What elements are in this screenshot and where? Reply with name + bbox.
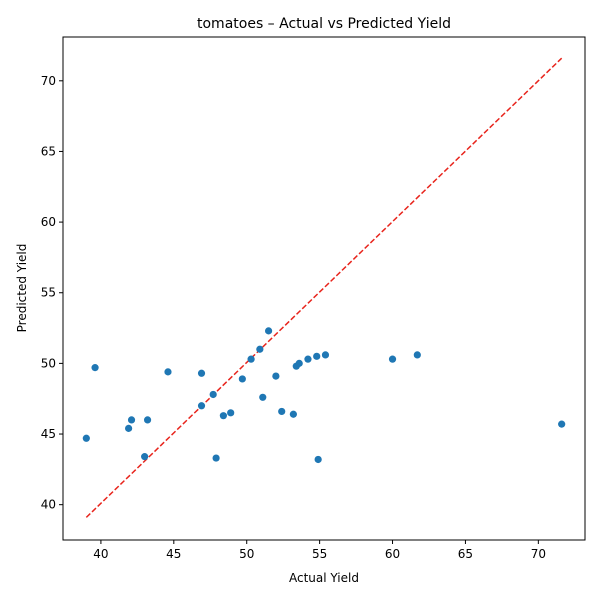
data-point bbox=[164, 368, 172, 376]
plot-area-frame bbox=[62, 36, 586, 541]
y-tick-label: 55 bbox=[41, 286, 56, 300]
data-point bbox=[227, 409, 235, 417]
y-tick-label: 40 bbox=[41, 498, 56, 512]
data-point bbox=[314, 455, 322, 464]
y-tick-label: 50 bbox=[41, 356, 56, 370]
y-axis-ticks: 40 45 50 55 60 65 70 bbox=[41, 74, 63, 512]
x-tick-label: 65 bbox=[458, 547, 473, 561]
data-point bbox=[197, 402, 206, 410]
data-point bbox=[259, 393, 267, 401]
x-tick-label: 60 bbox=[385, 547, 400, 561]
data-point bbox=[141, 453, 149, 461]
data-point bbox=[212, 454, 220, 462]
y-axis-title: Predicted Yield bbox=[15, 244, 29, 333]
data-point bbox=[247, 355, 255, 363]
data-point bbox=[413, 351, 421, 359]
data-point bbox=[388, 355, 397, 363]
x-axis-ticks: 40 45 50 55 60 65 70 bbox=[93, 540, 546, 561]
x-tick-label: 50 bbox=[239, 547, 254, 561]
x-tick-label: 70 bbox=[531, 547, 546, 561]
data-point bbox=[313, 352, 321, 360]
data-point bbox=[321, 351, 330, 359]
data-point bbox=[558, 420, 566, 428]
x-tick-label: 45 bbox=[166, 547, 181, 561]
y-tick-label: 60 bbox=[41, 215, 56, 229]
data-point bbox=[295, 359, 303, 367]
x-axis-title: Actual Yield bbox=[289, 571, 359, 585]
data-point bbox=[289, 410, 297, 418]
data-points-layer bbox=[82, 327, 566, 464]
data-point bbox=[238, 375, 246, 383]
data-point bbox=[127, 416, 136, 424]
y-tick-label: 70 bbox=[41, 74, 56, 88]
data-point bbox=[264, 327, 273, 335]
data-point bbox=[219, 412, 227, 420]
data-point bbox=[125, 424, 133, 432]
data-point bbox=[272, 372, 280, 380]
data-point bbox=[197, 369, 206, 377]
x-tick-label: 55 bbox=[312, 547, 327, 561]
data-point bbox=[91, 364, 99, 372]
data-point bbox=[143, 416, 152, 424]
y-tick-label: 45 bbox=[41, 427, 56, 441]
data-point bbox=[209, 390, 217, 399]
data-point bbox=[304, 355, 312, 363]
x-tick-label: 40 bbox=[93, 547, 108, 561]
chart-title: tomatoes – Actual vs Predicted Yield bbox=[197, 16, 451, 32]
data-point bbox=[256, 345, 264, 353]
data-point bbox=[82, 434, 90, 442]
y-tick-label: 65 bbox=[41, 144, 56, 158]
data-point bbox=[278, 407, 286, 416]
